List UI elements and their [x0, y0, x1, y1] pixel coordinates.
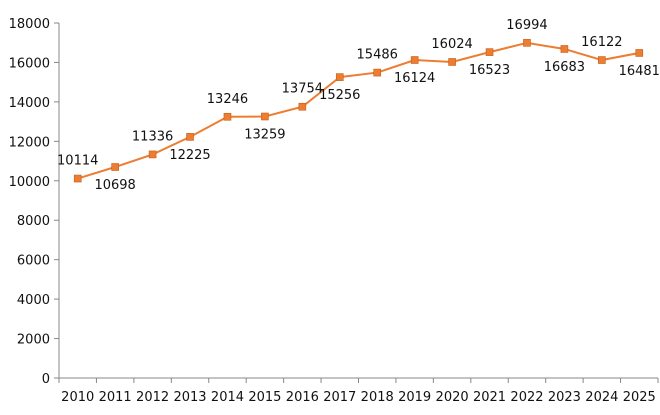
- series-line: [77, 41, 640, 180]
- data-label: 16683: [544, 60, 585, 75]
- x-tick-label: 2023: [548, 390, 581, 405]
- data-label: 15256: [319, 88, 360, 103]
- x-axis-ticks: 2010 2011 2012 2013 2014 2015 2016 2017 2018 2019…: [58, 378, 659, 405]
- x-tick-label: 2020: [436, 390, 469, 405]
- axes: [58, 23, 658, 379]
- y-tick-label: 0: [42, 372, 50, 387]
- data-labels-layer: 10114 10698 11336 12225 13246 13259 1375415256…: [57, 18, 660, 193]
- data-label: 10698: [94, 178, 135, 193]
- data-point-marker: [635, 49, 644, 57]
- x-tick-label: 2019: [398, 390, 431, 405]
- x-tick-label: 2010: [61, 390, 94, 405]
- data-point-marker: [261, 112, 269, 121]
- y-tick-label: 10000: [9, 175, 50, 190]
- x-tick-label: 2022: [510, 390, 543, 405]
- x-tick-label: 2011: [99, 390, 132, 405]
- data-point-marker: [223, 112, 232, 121]
- data-point-marker: [186, 133, 194, 141]
- x-tick-label: 2017: [323, 390, 356, 405]
- data-label: 15486: [357, 48, 398, 63]
- data-label: 16024: [431, 37, 472, 52]
- data-label: 16994: [506, 18, 547, 33]
- y-tick-label: 18000: [9, 17, 50, 32]
- data-label: 16122: [581, 35, 622, 50]
- data-point-marker: [73, 174, 82, 183]
- data-point-marker: [335, 73, 344, 81]
- data-label: 16523: [469, 63, 510, 78]
- y-tick-label: 4000: [17, 293, 50, 308]
- data-point-marker: [485, 48, 494, 56]
- data-point-marker: [111, 163, 119, 171]
- y-tick-label: 6000: [17, 254, 50, 269]
- data-point-marker: [598, 56, 606, 64]
- x-tick-label: 2015: [248, 390, 281, 405]
- series-layer: [73, 39, 644, 183]
- data-label: 13246: [207, 92, 248, 107]
- data-label: 13259: [244, 128, 285, 143]
- data-label: 11336: [132, 129, 173, 144]
- data-point-marker: [298, 102, 307, 111]
- data-label: 16481: [619, 64, 660, 79]
- data-label: 16124: [394, 71, 435, 86]
- y-axis-ticks: 0 2000 4000 6000 8000 10000 12000 14000 16000 180…: [9, 17, 59, 387]
- x-tick-label: 2021: [473, 390, 506, 405]
- data-point-marker: [448, 58, 456, 66]
- y-tick-label: 12000: [9, 135, 50, 150]
- data-point-marker: [148, 150, 157, 159]
- x-tick-label: 2012: [136, 390, 169, 405]
- data-label: 12225: [169, 148, 210, 163]
- y-tick-label: 14000: [9, 96, 50, 111]
- y-tick-label: 16000: [9, 56, 50, 71]
- x-tick-label: 2016: [286, 390, 319, 405]
- x-tick-label: 2013: [173, 390, 206, 405]
- x-tick-label: 2018: [361, 390, 394, 405]
- x-tick-label: 2025: [623, 390, 656, 405]
- y-tick-label: 2000: [17, 333, 50, 348]
- data-point-marker: [410, 56, 419, 64]
- data-label: 10114: [57, 154, 98, 169]
- data-point-marker: [560, 45, 569, 53]
- x-tick-label: 2024: [585, 390, 618, 405]
- data-point-marker: [373, 68, 382, 77]
- x-tick-label: 2014: [211, 390, 244, 405]
- data-point-marker: [523, 39, 531, 47]
- y-tick-label: 8000: [17, 214, 50, 229]
- data-label: 13754: [282, 82, 323, 97]
